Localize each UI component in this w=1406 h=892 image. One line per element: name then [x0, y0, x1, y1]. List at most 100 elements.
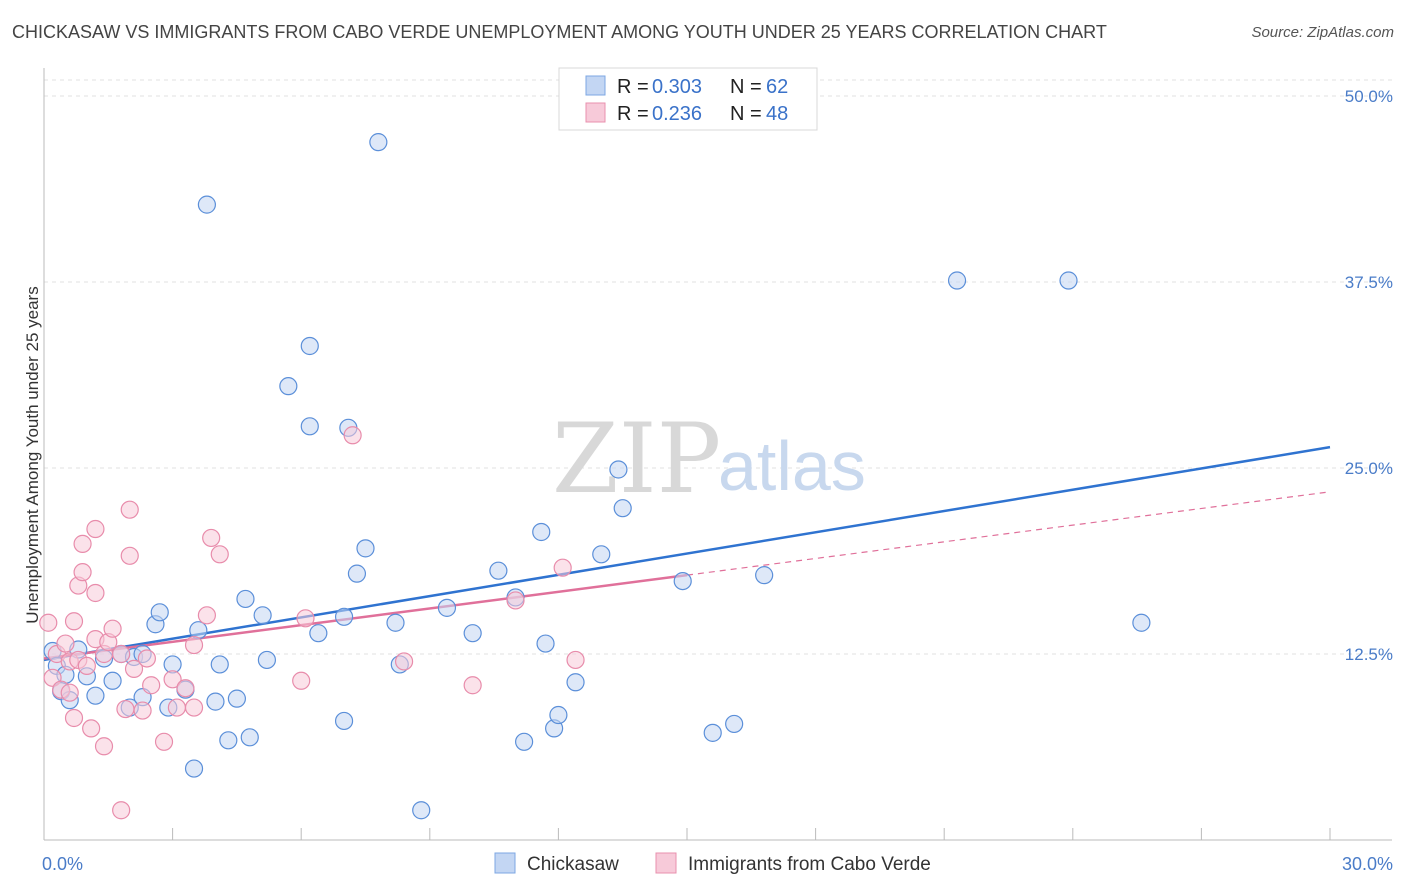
cabo-verde-point-42: [343, 426, 362, 445]
cabo-verde-point-26: [120, 546, 139, 565]
cabo-verde-point-7: [64, 612, 84, 631]
chickasaw-point-16: [150, 603, 169, 622]
legend-r-label-cabo-verde: R =: [617, 103, 649, 125]
cabo-verde-point-32: [163, 670, 182, 689]
chickasaw-point-22: [197, 195, 216, 214]
cabo-verde-point-12: [73, 534, 92, 553]
chickasaw-point-48: [515, 732, 534, 751]
cabo-verde-point-35: [184, 698, 204, 717]
cabo-verde-point-25: [120, 500, 139, 519]
cabo-verde-point-23: [112, 801, 131, 820]
legend-swatch-cabo-verde: [585, 102, 606, 123]
chickasaw-point-36: [334, 607, 354, 626]
chickasaw-point-30: [257, 650, 277, 670]
cabo-verde-point-17: [86, 519, 105, 539]
x-tick-label-min: 0.0%: [42, 854, 83, 874]
cabo-verde-point-47: [566, 650, 585, 670]
cabo-verde-point-5: [60, 683, 79, 702]
y-tick-label-0: 12.5%: [1345, 645, 1393, 664]
chickasaw-point-57: [673, 571, 692, 591]
chickasaw-point-31: [279, 377, 298, 396]
chickasaw-point-59: [725, 714, 744, 734]
chickasaw-point-56: [613, 499, 632, 518]
cabo-verde-point-33: [167, 698, 186, 717]
chickasaw-point-53: [566, 673, 585, 692]
x-tick-label-max: 30.0%: [1342, 854, 1393, 874]
axes: [43, 68, 1392, 841]
y-axis-label: Unemployment Among Youth under 25 years: [23, 286, 42, 623]
cabo-verde-point-39: [210, 545, 229, 564]
series-legend: Chickasaw Immigrants from Cabo Verde: [494, 852, 931, 875]
chickasaw-point-39: [356, 539, 375, 558]
legend-n-label-cabo-verde: N =: [730, 103, 762, 125]
cabo-verde-point-21: [103, 619, 122, 638]
cabo-verde-point-44: [463, 676, 482, 695]
cabo-verde-point-11: [73, 563, 92, 582]
chickasaw-point-29: [253, 606, 272, 625]
chickasaw-point-40: [369, 133, 388, 152]
legend-n-value-cabo-verde: 48: [766, 103, 788, 125]
legend: R = 0.303 N = 62 R = 0.236 N = 48: [558, 67, 818, 131]
cabo-verde-point-13: [77, 656, 96, 676]
legend-swatch-chickasaw: [585, 75, 606, 96]
chickasaw-point-7: [86, 686, 105, 705]
cabo-verde-point-36: [184, 635, 204, 655]
chickasaw-point-61: [947, 271, 967, 290]
cabo-verde-point-8: [64, 708, 84, 728]
cabo-verde-point-14: [82, 719, 101, 738]
gridlines: [44, 79, 1392, 655]
tick-labels: 12.5% 25.0% 37.5% 50.0% 0.0% 30.0%: [42, 87, 1393, 874]
chickasaw-point-60: [755, 566, 774, 585]
trend-lines: [43, 445, 1331, 662]
cabo-verde-point-16: [86, 583, 105, 603]
legend-n-label-chickasaw: N =: [730, 76, 762, 98]
watermark: ZIP atlas: [552, 403, 866, 515]
chickasaw-point-62: [1059, 271, 1078, 290]
data-points: [39, 133, 1151, 820]
series-legend-swatch-cabo-verde: [655, 852, 677, 874]
cabo-verde-point-29: [137, 649, 156, 668]
y-tick-label-2: 37.5%: [1345, 273, 1393, 292]
cabo-verde-point-40: [292, 671, 311, 690]
chart-title: CHICKASAW VS IMMIGRANTS FROM CABO VERDE …: [12, 22, 1107, 42]
cabo-verde-point-38: [202, 528, 221, 548]
chickasaw-point-26: [227, 689, 246, 708]
cabo-verde-point-31: [154, 732, 174, 751]
cabo-verde-point-4: [56, 634, 75, 653]
chickasaw-point-24: [210, 655, 229, 674]
chickasaw-point-45: [463, 624, 482, 643]
cabo-verde-point-43: [394, 652, 414, 671]
chickasaw-point-25: [219, 731, 238, 750]
cabo-verde-point-22: [112, 644, 131, 664]
chickasaw-point-46: [489, 561, 508, 580]
chickasaw-point-43: [412, 801, 431, 820]
trend-line-chickasaw: [43, 445, 1331, 662]
legend-r-label-chickasaw: R =: [617, 76, 649, 98]
legend-r-value-cabo-verde: 0.236: [652, 103, 702, 125]
chickasaw-point-55: [609, 460, 628, 479]
cabo-verde-point-34: [176, 679, 195, 698]
chickasaw-point-58: [703, 723, 722, 742]
trend-line-cabo-verde: [43, 573, 688, 660]
cabo-verde-point-30: [142, 676, 161, 695]
chickasaw-point-41: [386, 613, 405, 632]
cabo-verde-point-24: [116, 699, 135, 719]
chickasaw-point-9: [103, 671, 122, 690]
cabo-verde-point-45: [506, 591, 525, 610]
series-legend-swatch-chickasaw: [494, 852, 516, 874]
chickasaw-point-38: [347, 564, 367, 583]
chickasaw-point-63: [1132, 613, 1151, 632]
chickasaw-point-50: [536, 634, 555, 653]
series-legend-label-cabo-verde: Immigrants from Cabo Verde: [688, 854, 931, 875]
chickasaw-point-54: [592, 545, 611, 564]
chickasaw-point-35: [334, 711, 354, 731]
cabo-verde-point-28: [133, 701, 152, 720]
chickasaw-point-49: [532, 522, 551, 542]
y-tick-label-1: 25.0%: [1345, 459, 1393, 478]
cabo-verde-point-0: [39, 613, 58, 632]
source-credit: Source: ZipAtlas.com: [1251, 24, 1394, 41]
cabo-verde-point-37: [197, 606, 216, 625]
legend-n-value-chickasaw: 62: [766, 76, 788, 98]
chickasaw-point-33: [300, 336, 319, 356]
legend-r-value-chickasaw: 0.303: [652, 76, 702, 98]
